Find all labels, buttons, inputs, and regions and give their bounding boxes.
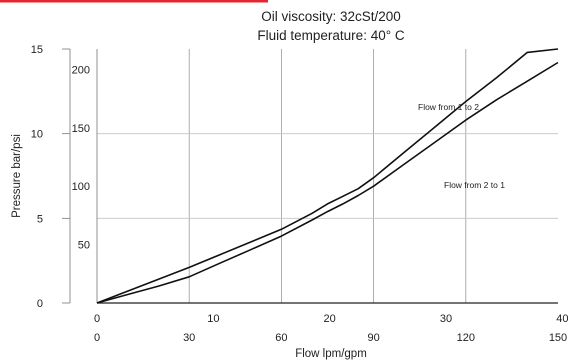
- x-tick-lpm-60: 60: [275, 332, 287, 344]
- x-tick-gpm-10: 10: [207, 313, 219, 325]
- x-tick-lpm-120: 120: [457, 332, 475, 344]
- y-tick-psi-150: 150: [72, 123, 90, 135]
- tick-labels: 0 30 60 90 120 150 0 5 10 15 50 100 150 200 0 10 20 30 40: [31, 44, 569, 344]
- x-axis-label: Flow lpm/gpm: [295, 348, 367, 360]
- y-tick-psi-100: 100: [72, 181, 90, 193]
- x-tick-lpm-0: 0: [94, 332, 100, 344]
- series-line-2: [96, 61, 559, 304]
- y-tick-psi-200: 200: [72, 64, 90, 76]
- x-tick-gpm-0: 0: [94, 313, 100, 325]
- x-tick-lpm-90: 90: [367, 332, 379, 344]
- chart-title: Oil viscosity: 32cSt/200: [261, 9, 401, 24]
- x-tick-lpm-150: 150: [549, 332, 567, 344]
- series-label-2-to-1: Flow from 2 to 1: [444, 180, 505, 190]
- y-tick-bar-10: 10: [31, 129, 43, 141]
- series-line-1: [96, 48, 559, 304]
- y-tick-bar-5: 5: [37, 213, 43, 225]
- chart-subtitle: Fluid temperature: 40° C: [257, 28, 404, 43]
- series-label-1-to-2: Flow from 1 to 2: [418, 102, 479, 112]
- y-tick-bar-0: 0: [37, 298, 43, 310]
- x-tick-gpm-40: 40: [556, 313, 568, 325]
- x-tick-gpm-20: 20: [324, 313, 336, 325]
- grid: [97, 49, 558, 303]
- series-lines: [96, 48, 559, 304]
- x-tick-lpm-30: 30: [183, 332, 195, 344]
- x-tick-gpm-30: 30: [440, 313, 452, 325]
- y-axis-label: Pressure bar/psi: [11, 134, 23, 218]
- y-tick-psi-50: 50: [78, 240, 90, 252]
- y-tick-bar-15: 15: [31, 44, 43, 56]
